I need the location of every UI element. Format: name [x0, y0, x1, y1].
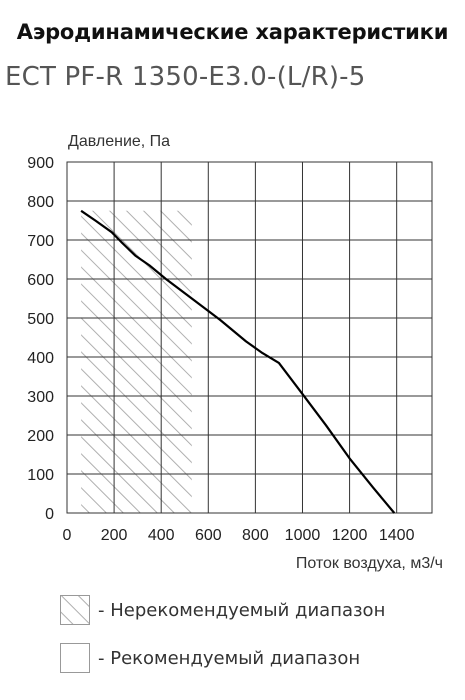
x-tick-label: 400 — [148, 527, 175, 544]
legend-label-recommended: - Рекомендуемый диапазон — [98, 647, 361, 669]
legend-label-not-recommended: - Нерекомендуемый диапазон — [98, 599, 386, 621]
y-tick-label: 900 — [27, 155, 54, 172]
y-tick-label: 500 — [27, 311, 54, 328]
x-tick-label: 0 — [63, 527, 72, 544]
y-tick-label: 200 — [27, 428, 54, 445]
x-tick-label: 1400 — [379, 527, 415, 544]
y-tick-label: 700 — [27, 233, 54, 250]
hatched-swatch-icon — [60, 595, 90, 625]
y-tick-label: 800 — [27, 194, 54, 211]
y-tick-label: 0 — [45, 506, 54, 523]
x-axis-label: Поток воздуха, м3/ч — [296, 555, 443, 572]
y-axis-label: Давление, Па — [68, 133, 170, 150]
legend-item-recommended: - Рекомендуемый диапазон — [60, 643, 360, 673]
legend-item-not-recommended: - Нерекомендуемый диапазон — [60, 595, 385, 625]
y-tick-label: 600 — [27, 272, 54, 289]
x-tick-label: 800 — [242, 527, 269, 544]
x-tick-label: 600 — [195, 527, 222, 544]
empty-swatch-icon — [60, 643, 90, 673]
y-tick-label: 400 — [27, 350, 54, 367]
plot-frame — [66, 161, 433, 514]
chart-title: Аэродинамические характеристики — [16, 20, 449, 44]
model-name: ECT PF-R 1350-E3.0-(L/R)-5 — [5, 62, 366, 92]
y-tick-label: 100 — [27, 467, 54, 484]
x-tick-label: 1000 — [285, 527, 321, 544]
pressure-curve — [80, 209, 396, 514]
x-tick-label: 200 — [101, 527, 128, 544]
x-tick-label: 1200 — [332, 527, 368, 544]
pressure-flow-chart: Давление, Па 0 100 200 300 400 500 600 700 800 90… — [27, 133, 443, 572]
non-recommended-region — [81, 210, 192, 513]
y-tick-label: 300 — [27, 389, 54, 406]
